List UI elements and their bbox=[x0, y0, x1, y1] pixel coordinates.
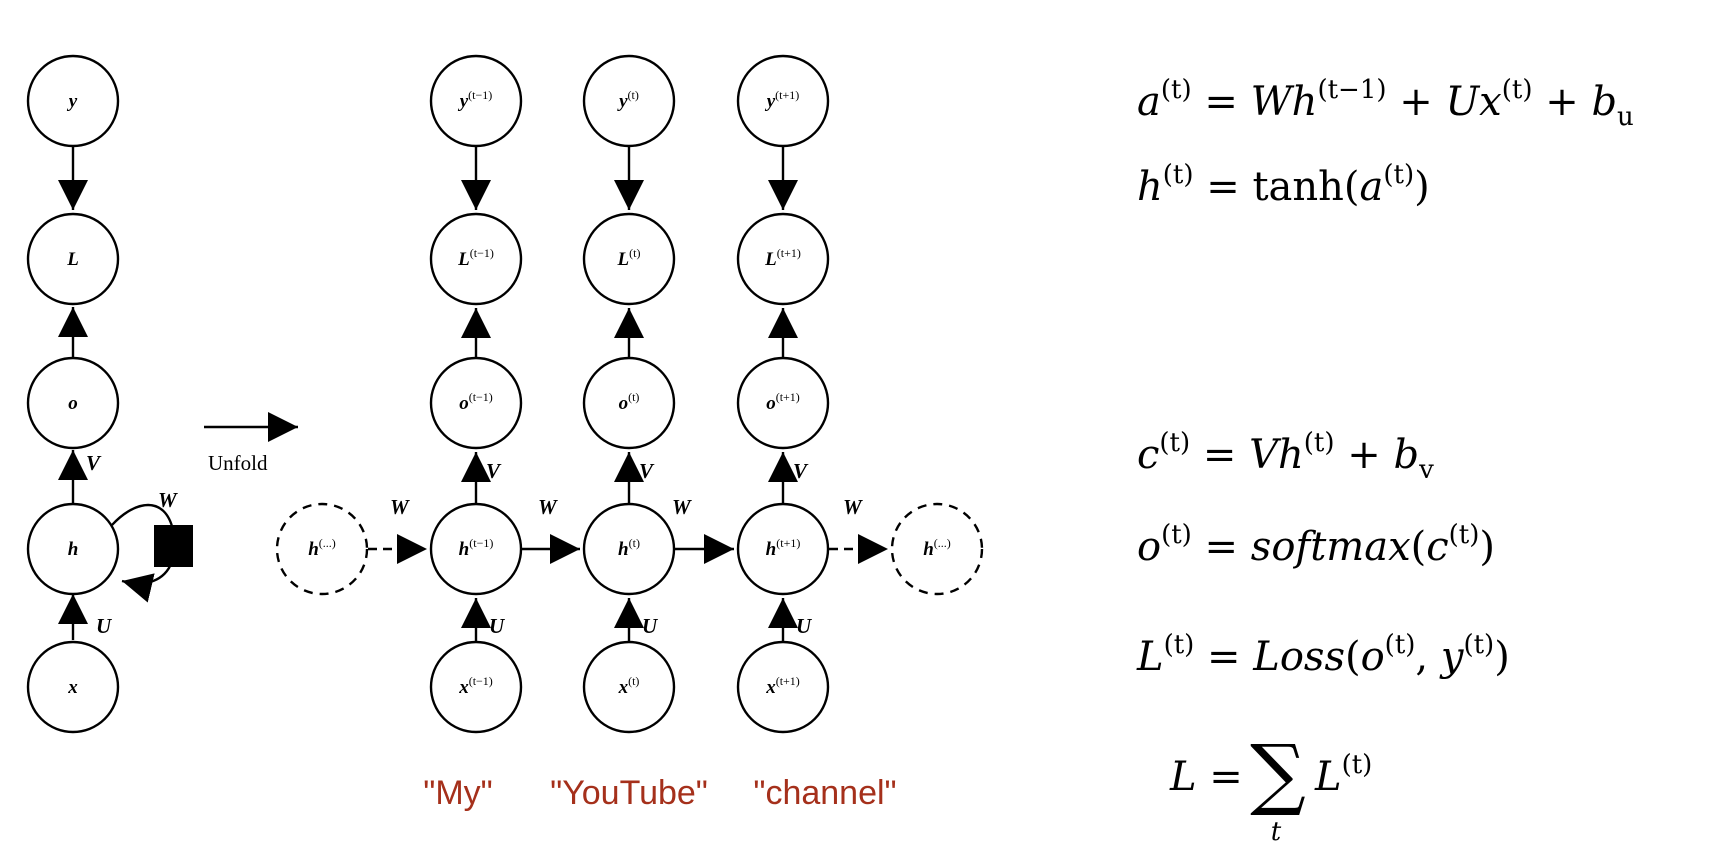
unfold-label: Unfold bbox=[208, 451, 268, 475]
node-y-cur-label: y(t) bbox=[617, 88, 639, 112]
node-x-cur-label: x(t) bbox=[618, 674, 640, 698]
node-h-prev-ellipsis-label: h(...) bbox=[308, 536, 336, 560]
sum-term: L(t) bbox=[1314, 750, 1372, 800]
word-label-next: "channel" bbox=[753, 774, 896, 812]
node-y-cur bbox=[582, 54, 676, 148]
node-h-cur bbox=[582, 502, 676, 596]
node-x-prev bbox=[429, 640, 523, 734]
node-h-next-ellipsis-label: h(...) bbox=[923, 536, 951, 560]
node-y-next bbox=[736, 54, 830, 148]
node-y-prev-label: y(t−1) bbox=[458, 88, 493, 112]
node-h-prev-ellipsis bbox=[275, 502, 369, 596]
equation-L: L(t) = Loss(o(t), y(t)) bbox=[1136, 630, 1510, 680]
node-o-next-label: o(t+1) bbox=[766, 390, 800, 414]
word-label-cur: "YouTube" bbox=[550, 774, 708, 812]
weight-W-label-1: W bbox=[538, 495, 558, 519]
node-o-cur-label: o(t) bbox=[619, 390, 640, 414]
node-x-prev-label: x(t−1) bbox=[458, 674, 493, 698]
node-L-cur-label: L(t) bbox=[617, 246, 641, 270]
weight-U-label: U bbox=[96, 614, 113, 638]
unfolded-network: h(...) h(...) y(t−1) L(t−1) o(t−1) h(t−1) x(… bbox=[275, 54, 984, 812]
node-o-next bbox=[736, 356, 830, 450]
node-y-prev bbox=[429, 54, 523, 148]
node-y bbox=[26, 54, 120, 148]
weight-W-label-2: W bbox=[672, 495, 692, 519]
node-x-next-label: x(t+1) bbox=[765, 674, 800, 698]
equation-h: h(t) = tanh(a(t)) bbox=[1137, 160, 1430, 210]
weight-W-label-3: W bbox=[843, 495, 863, 519]
sum-index: t bbox=[1271, 817, 1282, 843]
node-x-next bbox=[736, 640, 830, 734]
node-h-prev bbox=[429, 502, 523, 596]
node-h-cur-label: h(t) bbox=[618, 536, 640, 560]
node-L-label: L bbox=[66, 249, 79, 270]
weight-U-label-next: U bbox=[796, 614, 813, 638]
node-L-prev-label: L(t−1) bbox=[457, 246, 494, 270]
node-y-label: y bbox=[67, 91, 78, 112]
equation-o: o(t) = softmax(c(t)) bbox=[1137, 520, 1495, 570]
node-x-cur bbox=[582, 640, 676, 734]
weight-V-label-next: V bbox=[793, 459, 809, 483]
node-o-prev bbox=[429, 356, 523, 450]
folded-network: y L o h x V W U bbox=[26, 54, 193, 734]
equation-c: c(t) = Vh(t) + bv bbox=[1137, 428, 1434, 485]
delay-square bbox=[154, 525, 193, 567]
node-h-label: h bbox=[68, 539, 79, 560]
node-h-next-ellipsis bbox=[890, 502, 984, 596]
node-y-next-label: y(t+1) bbox=[765, 88, 800, 112]
node-L-cur bbox=[582, 212, 676, 306]
node-o bbox=[26, 356, 120, 450]
weight-V-label-prev: V bbox=[486, 459, 502, 483]
node-o-cur bbox=[582, 356, 676, 450]
node-h bbox=[26, 502, 120, 596]
node-L-next bbox=[736, 212, 830, 306]
weight-U-label-prev: U bbox=[489, 614, 506, 638]
weight-U-label-cur: U bbox=[642, 614, 659, 638]
node-h-next bbox=[736, 502, 830, 596]
node-L bbox=[26, 212, 120, 306]
weight-V-label-cur: V bbox=[639, 459, 655, 483]
node-o-prev-label: o(t−1) bbox=[459, 390, 493, 414]
weight-V-label: V bbox=[86, 451, 102, 475]
node-h-prev-label: h(t−1) bbox=[459, 536, 494, 560]
node-o-label: o bbox=[68, 393, 78, 414]
equation-sum-L: L = bbox=[1169, 754, 1243, 800]
node-L-next-label: L(t+1) bbox=[764, 246, 801, 270]
node-x bbox=[26, 640, 120, 734]
equations: a(t) = Wh(t−1) + Ux(t) + bu h(t) = tanh(… bbox=[1136, 75, 1634, 843]
equation-a: a(t) = Wh(t−1) + Ux(t) + bu bbox=[1137, 75, 1634, 132]
word-label-prev: "My" bbox=[423, 774, 492, 812]
node-L-prev bbox=[429, 212, 523, 306]
node-x-label: x bbox=[67, 677, 78, 698]
sum-symbol: ∑ bbox=[1250, 729, 1306, 819]
weight-W-label-0: W bbox=[390, 495, 410, 519]
node-h-next-label: h(t+1) bbox=[766, 536, 801, 560]
weight-W-label: W bbox=[158, 488, 178, 512]
